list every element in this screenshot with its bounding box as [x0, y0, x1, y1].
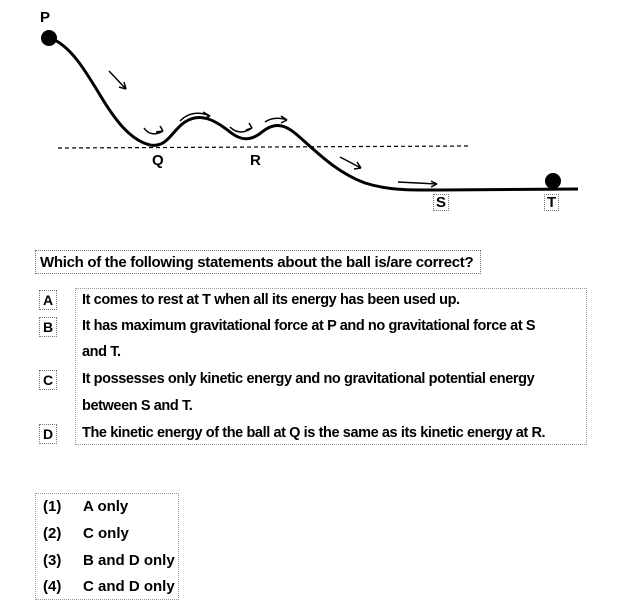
ball-at-t: [545, 173, 561, 189]
arrow-1: [108, 70, 127, 90]
statement-c-line-2: between S and T.: [82, 398, 193, 414]
option-4[interactable]: (4) C and D only: [43, 577, 175, 597]
option-3-text: B and D only: [83, 552, 175, 569]
option-2[interactable]: (2) C only: [43, 524, 129, 544]
statements-box: [75, 288, 587, 445]
point-label-p: P: [40, 9, 51, 26]
statement-d-line-1: The kinetic energy of the ball at Q is t…: [82, 425, 546, 441]
point-label-t: T: [544, 194, 560, 211]
answer-options-box: [35, 493, 179, 600]
arrow-2: [143, 127, 164, 135]
motion-arrows: [108, 70, 438, 188]
option-3-number: (3): [43, 552, 62, 569]
reference-dashed-line: [57, 145, 469, 149]
ball-at-p: [41, 30, 57, 46]
option-2-text: C only: [83, 525, 129, 542]
option-1-number: (1): [43, 498, 62, 515]
point-label-q: Q: [152, 152, 164, 169]
option-1[interactable]: (1) A only: [43, 497, 128, 517]
statement-letter-d: D: [39, 424, 57, 444]
statement-b-line-2: and T.: [82, 344, 121, 360]
statement-c-line-1: It possesses only kinetic energy and no …: [82, 371, 535, 387]
statement-letter-a: A: [39, 290, 57, 310]
track-curve: [49, 36, 579, 192]
statement-b-line-1: It has maximum gravitational force at P …: [82, 318, 536, 334]
point-label-r: R: [250, 152, 261, 169]
arrow-6: [339, 156, 362, 169]
statement-letter-b: B: [39, 317, 57, 337]
track-diagram: [41, 30, 579, 192]
option-1-text: A only: [83, 498, 129, 515]
point-label-s: S: [433, 194, 450, 211]
question-text: Which of the following statements about …: [35, 250, 481, 274]
statement-a-line-1: It comes to rest at T when all its energ…: [82, 292, 460, 308]
option-4-number: (4): [43, 578, 62, 595]
statement-letter-c: C: [39, 370, 57, 390]
option-3[interactable]: (3) B and D only: [43, 551, 175, 571]
option-2-number: (2): [43, 525, 62, 542]
arrow-7: [397, 181, 438, 185]
option-4-text: C and D only: [83, 578, 175, 595]
